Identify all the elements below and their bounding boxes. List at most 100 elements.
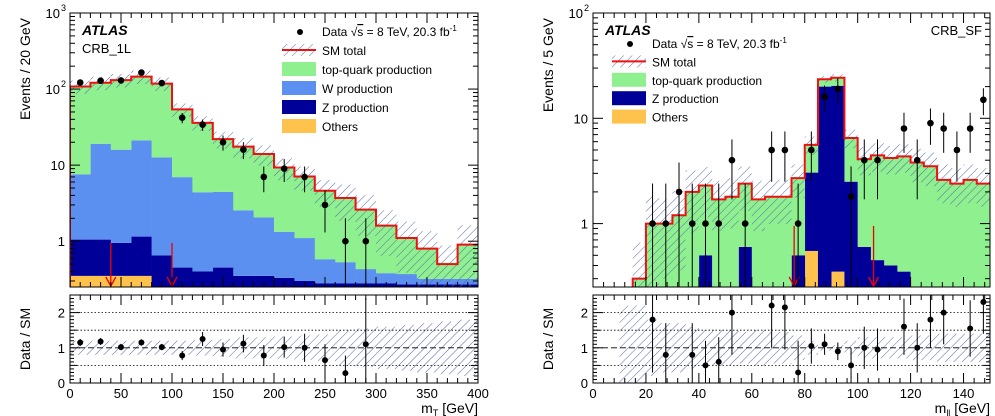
ratio-y-tick-label: 0 [581, 376, 588, 391]
top-bar [151, 83, 173, 158]
sm-uncertainty [897, 144, 911, 173]
y-axis-label: Events / 5 GeV [540, 17, 556, 112]
sm-uncertainty [937, 164, 951, 204]
z-bar [857, 246, 872, 287]
w-bar [274, 231, 295, 278]
x-tick-label: 120 [900, 386, 922, 401]
ratio-point [362, 341, 369, 348]
ratio-uncertainty [738, 331, 752, 364]
sm-uncertainty [416, 231, 438, 287]
ratio-point [689, 351, 696, 358]
sm-uncertainty [923, 152, 938, 187]
sm-uncertainty [396, 221, 417, 273]
sm-uncertainty [950, 168, 964, 207]
legend-top-swatch [282, 62, 316, 76]
data-point [874, 156, 881, 164]
w-bar [314, 259, 336, 284]
data-point [178, 114, 186, 122]
data-point [117, 77, 125, 84]
sm-uncertainty [376, 210, 397, 256]
ratio-point [649, 316, 656, 323]
data-point [219, 138, 227, 146]
ratio-point [715, 358, 722, 365]
y-axis-label: Events / 20 GeV [17, 17, 33, 120]
w-bar [70, 174, 91, 240]
ratio-point [77, 339, 84, 346]
ratio-point [662, 351, 669, 358]
ratio-point [322, 357, 328, 364]
data-point [794, 220, 802, 227]
y-tick-label: 10 [569, 6, 583, 21]
sm-total-line [70, 75, 478, 287]
x-tick-label: 60 [745, 386, 759, 401]
top-bar [212, 138, 234, 192]
y-tick-label: 1 [581, 217, 588, 232]
x-tick-label: 140 [953, 386, 975, 401]
y-tick-label: 10 [46, 82, 60, 97]
top-bar [923, 166, 938, 287]
data-point [741, 220, 749, 227]
sm-uncertainty [632, 242, 646, 287]
ratio-point [220, 346, 226, 353]
ratio-point [914, 344, 921, 351]
ratio-point [834, 348, 841, 355]
data-point [362, 237, 370, 245]
data-point [76, 79, 84, 86]
ratio-point [702, 362, 709, 369]
legend-others-label: Others [322, 120, 358, 134]
y-tick-label: 1 [58, 234, 65, 249]
x-tick-label: 300 [365, 386, 387, 401]
ratio-point [342, 370, 349, 377]
w-bar [192, 192, 214, 272]
w-bar [253, 217, 275, 276]
top-bar [950, 183, 964, 287]
data-point [97, 77, 104, 84]
w-bar [233, 210, 254, 276]
legend-data-label: Data √s = 8 TeV, 20.3 fb-1 [652, 36, 787, 51]
atlas-label: ATLAS [81, 22, 128, 38]
legend-data-label: Data √s = 8 TeV, 20.3 fb-1 [322, 24, 457, 39]
w-bar [131, 140, 152, 237]
legend-w-swatch [282, 81, 316, 95]
data-point [953, 146, 961, 154]
y-tick-label: 10 [574, 111, 588, 126]
data-point [821, 93, 828, 101]
ratio-uncertainty [937, 333, 951, 362]
top-bar [857, 159, 872, 247]
ratio-point [861, 344, 868, 351]
data-point [768, 146, 775, 154]
z-bar [172, 267, 193, 287]
x-tick-label: 50 [114, 386, 128, 401]
ratio-point [848, 362, 855, 369]
region-label: CRB_SF [931, 23, 982, 38]
legend-sm-label: SM total [322, 44, 366, 58]
z-bar [110, 242, 132, 276]
others-bar [131, 275, 152, 287]
sm-uncertainty [963, 164, 977, 204]
ratio-point [118, 344, 124, 351]
top-bar [70, 86, 91, 175]
top-bar [884, 157, 898, 266]
ratio-y-tick-label: 0 [58, 376, 65, 391]
cut-arrow-head [867, 276, 880, 287]
data-point [138, 69, 145, 76]
y-tick-exponent: 2 [61, 79, 66, 89]
others-bar [804, 250, 819, 287]
z-bar [870, 260, 885, 287]
data-point [808, 146, 815, 154]
w-bar [151, 157, 173, 256]
ratio-point [97, 338, 104, 345]
ratio-point [199, 336, 206, 342]
others-bar [90, 275, 112, 287]
data-point [834, 85, 842, 93]
sm-uncertainty [976, 168, 990, 207]
ratio-uncertainty [619, 305, 633, 383]
w-bar [396, 274, 418, 285]
sm-uncertainty [791, 164, 805, 198]
data-point [158, 79, 166, 87]
data-point [966, 125, 974, 132]
top-bar [274, 167, 295, 232]
z-bar [804, 172, 819, 251]
w-bar [212, 191, 234, 268]
w-bar [172, 177, 193, 268]
